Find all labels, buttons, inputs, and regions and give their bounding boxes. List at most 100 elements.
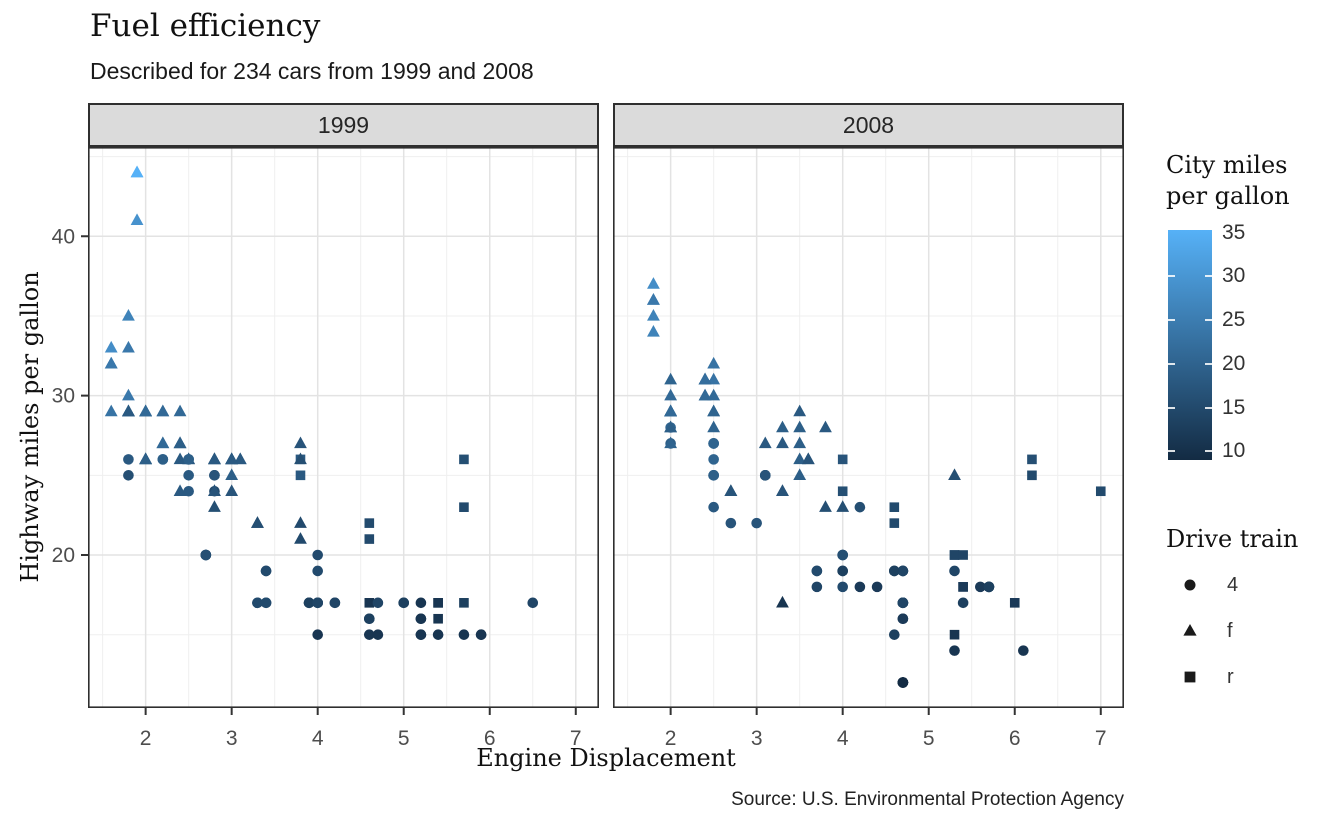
- data-point: [707, 388, 721, 401]
- facet-panel-2008: 2 3 4 5 6 7: [613, 147, 1124, 750]
- data-point: [130, 165, 144, 178]
- data-point: [458, 629, 470, 640]
- data-point: [225, 468, 239, 481]
- data-point: [776, 436, 789, 449]
- data-point: [664, 404, 678, 417]
- data-point: [664, 420, 678, 433]
- legend-key-circle: [1184, 579, 1196, 591]
- data-point: [173, 452, 187, 465]
- legend-item-4: 4: [1180, 562, 1238, 608]
- data-point: [837, 486, 848, 497]
- facet-strip-1999: 1999: [88, 103, 599, 147]
- data-point: [664, 388, 678, 401]
- colorbar-tick-label: 25: [1222, 308, 1246, 332]
- data-point: [897, 597, 909, 609]
- data-point: [364, 534, 375, 544]
- data-point: [724, 484, 738, 496]
- data-point: [708, 501, 719, 513]
- data-point: [364, 629, 375, 640]
- data-point: [398, 597, 410, 609]
- data-point: [801, 452, 815, 465]
- colorbar-tick: [1205, 406, 1212, 409]
- data-point: [122, 309, 135, 321]
- legend-item-f: f: [1180, 608, 1238, 654]
- x-tick-label: 3: [751, 727, 763, 750]
- data-point: [854, 501, 866, 513]
- data-point: [837, 581, 848, 593]
- data-point: [793, 468, 807, 481]
- chart-subtitle: Described for 234 cars from 1999 and 200…: [90, 58, 534, 84]
- data-point: [811, 565, 823, 577]
- data-point: [1018, 645, 1029, 656]
- colorbar-tick-label: 35: [1222, 220, 1246, 244]
- y-tick-label: 30: [52, 385, 75, 408]
- legend-item-label: f: [1227, 619, 1233, 642]
- data-point: [889, 565, 900, 577]
- data-point: [819, 500, 832, 512]
- colorbar-tick: [1205, 275, 1212, 278]
- colorbar-tick: [1205, 450, 1212, 453]
- data-point: [475, 629, 487, 640]
- data-point: [225, 484, 239, 496]
- legend-key-triangle: [1183, 624, 1197, 636]
- data-point: [793, 420, 807, 433]
- panel-border: [88, 147, 599, 709]
- data-point: [837, 565, 848, 577]
- data-point: [130, 213, 144, 226]
- data-point: [897, 565, 909, 577]
- colorbar-tick: [1168, 275, 1175, 278]
- facet-strip-label: 2008: [842, 111, 895, 138]
- y-axis-title: Highway miles per gallon: [16, 271, 44, 583]
- colorbar-legend-title-line2: per gallon: [1166, 182, 1290, 210]
- colorbar-tick-label: 15: [1222, 395, 1246, 419]
- data-point: [751, 517, 762, 529]
- data-point: [208, 452, 221, 465]
- data-point: [260, 565, 272, 577]
- data-point: [208, 500, 221, 512]
- data-point: [708, 470, 719, 481]
- panel-border: [613, 147, 1124, 709]
- data-point: [871, 581, 883, 593]
- data-point: [104, 340, 118, 353]
- y-axis: 20 30 40: [52, 225, 88, 567]
- legend-key-square: [1184, 671, 1196, 683]
- data-point: [312, 565, 323, 577]
- data-point: [759, 470, 771, 481]
- x-tick-label: 2: [140, 727, 152, 750]
- caption: Source: U.S. Environmental Protection Ag…: [731, 789, 1124, 810]
- x-tick-label: 7: [570, 727, 582, 750]
- colorbar-tick: [1205, 362, 1212, 365]
- data-point: [698, 388, 712, 401]
- data-point: [819, 420, 832, 433]
- data-point: [776, 595, 789, 608]
- data-point: [312, 549, 323, 561]
- data-point: [949, 645, 960, 656]
- data-point: [1027, 454, 1037, 465]
- x-tick-label: 4: [312, 727, 324, 750]
- data-point: [707, 356, 721, 369]
- colorbar-tick: [1205, 319, 1212, 322]
- data-point: [372, 629, 384, 640]
- data-point: [776, 484, 789, 496]
- colorbar-tick: [1168, 362, 1175, 365]
- data-point: [372, 597, 384, 609]
- x-tick-label: 5: [923, 727, 935, 750]
- facet-strip-label: 1999: [317, 111, 370, 138]
- data-point: [233, 452, 247, 465]
- data-point: [260, 597, 272, 609]
- data-point: [958, 550, 968, 560]
- data-point: [183, 485, 194, 497]
- data-point: [1027, 470, 1037, 481]
- shape-legend-title: Drive train: [1166, 525, 1299, 553]
- data-point: [173, 436, 187, 449]
- data-point: [294, 516, 307, 528]
- data-point: [647, 309, 660, 321]
- colorbar-tick-label: 20: [1222, 351, 1246, 375]
- data-point: [647, 277, 660, 289]
- data-point: [123, 470, 134, 481]
- legend-item-label: 4: [1227, 573, 1239, 596]
- data-point: [983, 581, 995, 593]
- data-point: [647, 324, 660, 337]
- data-point: [415, 597, 427, 609]
- data-point: [329, 597, 341, 609]
